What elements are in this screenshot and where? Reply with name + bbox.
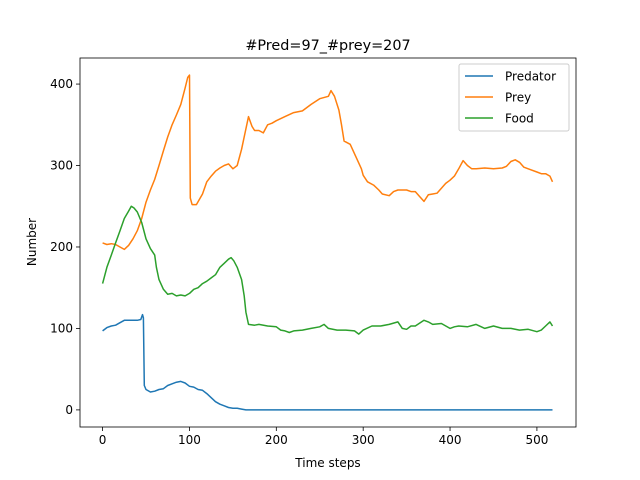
series-line-prey [102,74,554,251]
y-tick-label: 300 [50,159,73,173]
legend-label-predator: Predator [505,70,556,84]
y-tick-label: 0 [65,403,73,417]
x-tick-label: 300 [352,433,375,447]
y-tick-label: 100 [50,321,73,335]
x-tick-label: 500 [525,433,548,447]
x-tick-label: 100 [178,433,201,447]
plot-area [101,74,554,411]
legend-label-prey: Prey [505,91,531,105]
legend-label-food: Food [505,112,534,126]
series-line-predator [102,313,553,411]
legend: Predator Prey Food [458,63,570,132]
y-axis-label: Number [25,218,39,266]
y-tick-label: 400 [50,77,73,91]
legend-frame [458,63,570,132]
series-line-food [101,205,554,335]
y-tick-label: 200 [50,240,73,254]
x-tick-label: 200 [265,433,288,447]
axes: 0 100 200 300 400 500 0 100 200 300 400 [50,77,548,447]
x-axis-label: Time steps [294,456,360,470]
x-tick-label: 400 [439,433,462,447]
x-tick-label: 0 [99,433,107,447]
axes-frame [79,57,577,428]
chart-title: #Pred=97_#prey=207 [245,38,410,54]
